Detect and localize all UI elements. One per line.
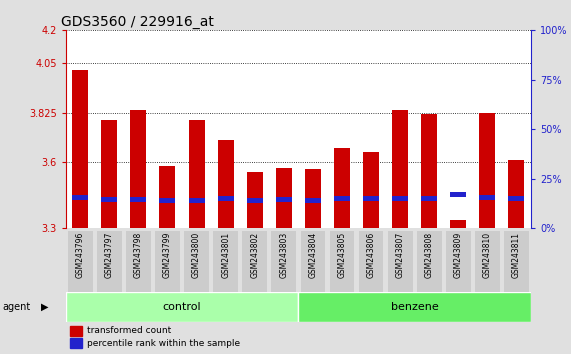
Bar — [334, 196, 350, 201]
Bar — [247, 198, 263, 203]
Text: GSM243807: GSM243807 — [396, 232, 405, 278]
Bar — [363, 196, 379, 201]
Text: transformed count: transformed count — [87, 326, 171, 335]
Bar — [188, 120, 204, 228]
FancyBboxPatch shape — [504, 232, 529, 292]
FancyBboxPatch shape — [126, 232, 151, 292]
Text: GSM243803: GSM243803 — [279, 232, 288, 278]
Bar — [451, 192, 467, 196]
FancyBboxPatch shape — [155, 232, 180, 292]
FancyBboxPatch shape — [68, 232, 93, 292]
FancyBboxPatch shape — [271, 232, 296, 292]
FancyBboxPatch shape — [446, 232, 471, 292]
Bar — [421, 196, 437, 201]
Bar — [305, 198, 321, 203]
FancyBboxPatch shape — [300, 232, 325, 292]
Text: benzene: benzene — [391, 302, 439, 312]
Text: percentile rank within the sample: percentile rank within the sample — [87, 339, 240, 348]
Text: GDS3560 / 229916_at: GDS3560 / 229916_at — [61, 15, 214, 29]
Text: GSM243809: GSM243809 — [454, 232, 463, 278]
Text: ▶: ▶ — [41, 302, 49, 312]
Bar — [188, 198, 204, 203]
Text: GSM243804: GSM243804 — [308, 232, 317, 278]
Text: agent: agent — [3, 302, 31, 312]
Bar — [66, 292, 298, 322]
Bar — [72, 70, 88, 228]
Bar — [159, 198, 175, 203]
FancyBboxPatch shape — [242, 232, 267, 292]
Bar — [421, 114, 437, 228]
Bar — [130, 110, 146, 228]
Bar — [101, 197, 117, 202]
Bar — [334, 148, 350, 228]
Text: GSM243810: GSM243810 — [483, 232, 492, 278]
Text: GSM243808: GSM243808 — [425, 232, 434, 278]
Text: GSM243805: GSM243805 — [337, 232, 347, 278]
Bar — [392, 196, 408, 201]
Bar — [305, 169, 321, 228]
Bar — [159, 166, 175, 228]
Bar — [480, 195, 496, 200]
FancyBboxPatch shape — [388, 232, 412, 292]
Text: GSM243811: GSM243811 — [512, 232, 521, 278]
FancyBboxPatch shape — [97, 232, 122, 292]
FancyBboxPatch shape — [184, 232, 209, 292]
Text: GSM243802: GSM243802 — [250, 232, 259, 278]
Bar — [298, 292, 531, 322]
FancyBboxPatch shape — [359, 232, 383, 292]
Text: control: control — [163, 302, 202, 312]
Text: GSM243797: GSM243797 — [105, 232, 114, 278]
FancyBboxPatch shape — [417, 232, 441, 292]
Bar — [218, 140, 234, 228]
Text: GSM243798: GSM243798 — [134, 232, 143, 278]
Bar — [509, 196, 525, 201]
Text: GSM243799: GSM243799 — [163, 232, 172, 278]
Bar — [276, 168, 292, 228]
FancyBboxPatch shape — [475, 232, 500, 292]
Bar — [247, 172, 263, 228]
Text: GSM243796: GSM243796 — [76, 232, 85, 278]
Bar — [276, 197, 292, 202]
Bar — [70, 326, 82, 336]
Bar — [218, 196, 234, 201]
Text: GSM243800: GSM243800 — [192, 232, 201, 278]
Text: GSM243806: GSM243806 — [367, 232, 376, 278]
Bar — [101, 120, 117, 228]
Bar — [509, 160, 525, 228]
Bar — [70, 338, 82, 348]
Bar — [480, 113, 496, 228]
Bar — [451, 219, 467, 228]
FancyBboxPatch shape — [214, 232, 238, 292]
Bar — [392, 110, 408, 228]
Text: GSM243801: GSM243801 — [221, 232, 230, 278]
FancyBboxPatch shape — [329, 232, 355, 292]
Bar — [130, 197, 146, 202]
Bar — [72, 195, 88, 200]
Bar — [363, 152, 379, 228]
